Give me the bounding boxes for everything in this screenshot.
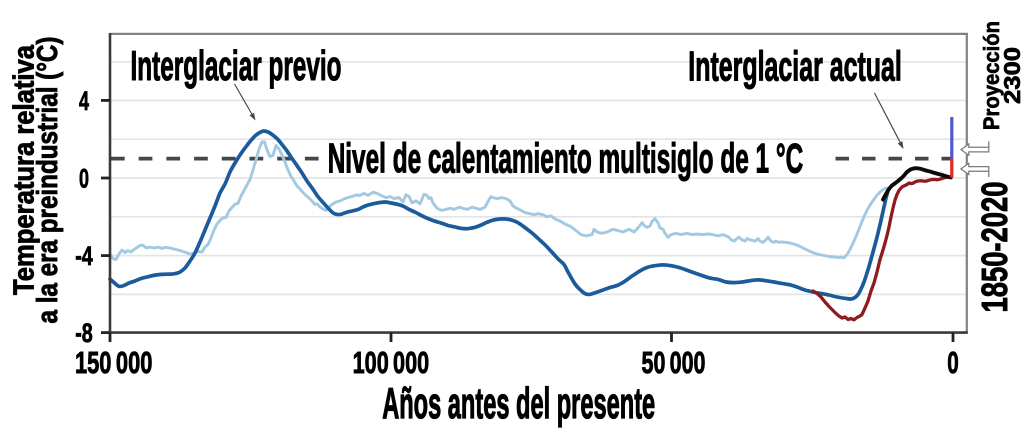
svg-text:Años antes del presente: Años antes del presente [382, 379, 655, 428]
svg-text:50 000: 50 000 [642, 345, 706, 380]
svg-text:150 000: 150 000 [75, 345, 153, 380]
svg-text:4: 4 [79, 86, 89, 116]
svg-text:Temperatura relativa: Temperatura relativa [9, 44, 41, 295]
svg-text:100 000: 100 000 [353, 345, 430, 380]
svg-text:1850-2020: 1850-2020 [974, 182, 1015, 313]
svg-text:-8: -8 [75, 318, 93, 348]
svg-text:Proyección: Proyección [979, 21, 1004, 130]
svg-text:Interglaciar previo: Interglaciar previo [131, 42, 342, 89]
svg-text:0: 0 [79, 164, 89, 194]
svg-text:0: 0 [947, 345, 959, 380]
svg-text:a la era preindustrial (°C): a la era preindustrial (°C) [32, 37, 64, 324]
svg-text:Interglaciar actual: Interglaciar actual [688, 42, 902, 89]
svg-text:2300: 2300 [999, 47, 1024, 104]
svg-text:Nivel de calentamiento multisi: Nivel de calentamiento multisiglo de 1 °… [328, 135, 803, 182]
svg-text:-4: -4 [75, 241, 93, 271]
